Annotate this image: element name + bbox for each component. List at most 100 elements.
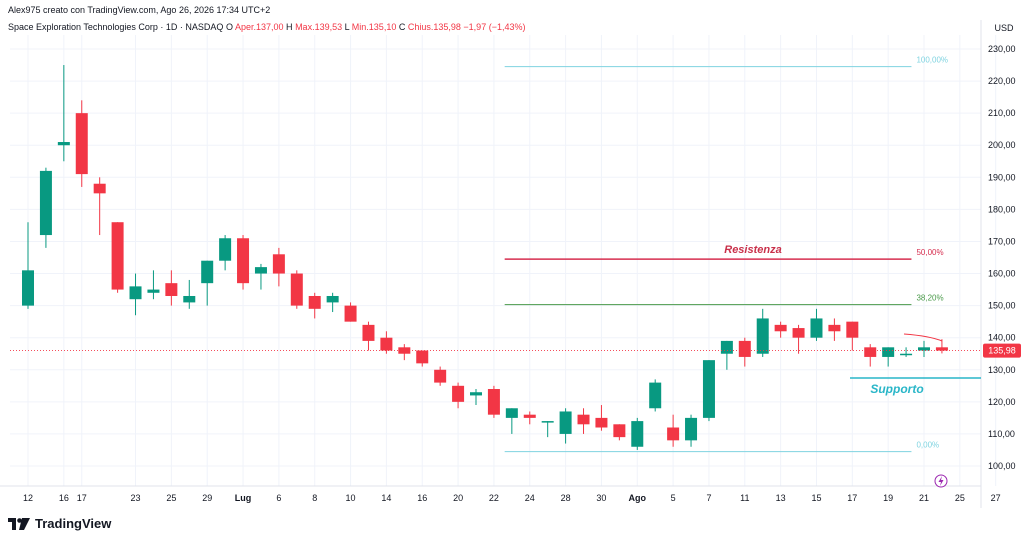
candle-body[interactable] bbox=[39, 170, 52, 236]
candle-body[interactable] bbox=[183, 295, 196, 303]
candle-body[interactable] bbox=[864, 347, 877, 357]
candle-body[interactable] bbox=[774, 324, 787, 332]
candle-body[interactable] bbox=[147, 289, 160, 293]
candle-body[interactable] bbox=[237, 238, 250, 284]
y-tick-label: 180,00 bbox=[988, 204, 1016, 214]
x-tick-label: 29 bbox=[202, 493, 212, 503]
x-tick-label: 16 bbox=[417, 493, 427, 503]
y-tick-label: 190,00 bbox=[988, 172, 1016, 182]
candle-body[interactable] bbox=[810, 318, 823, 338]
resistance-label: Resistenza bbox=[724, 244, 781, 256]
x-tick-label: 16 bbox=[59, 493, 69, 503]
x-tick-label: 11 bbox=[740, 493, 749, 503]
candle-body[interactable] bbox=[935, 347, 948, 351]
x-tick-label: 5 bbox=[671, 493, 676, 503]
trend-arc bbox=[903, 333, 943, 342]
low-value: Min.135,10 bbox=[351, 22, 397, 32]
candle-body[interactable] bbox=[613, 424, 626, 438]
y-tick-label: 100,00 bbox=[988, 461, 1016, 471]
candle-body[interactable] bbox=[918, 347, 930, 351]
y-tick-label: 120,00 bbox=[988, 397, 1016, 407]
candle-body[interactable] bbox=[272, 254, 285, 274]
fib-level-label: 50,00% bbox=[916, 248, 943, 257]
candle-body[interactable] bbox=[380, 337, 393, 351]
lightning-glyph bbox=[938, 476, 944, 486]
brand-name: TradingView bbox=[35, 516, 112, 531]
candle-body[interactable] bbox=[57, 142, 70, 146]
candle-body[interactable] bbox=[577, 414, 590, 425]
candle-body[interactable] bbox=[129, 286, 142, 300]
x-tick-label: 25 bbox=[955, 493, 965, 503]
candle-body[interactable] bbox=[667, 427, 680, 441]
last-price-label: 135,98 bbox=[988, 346, 1016, 356]
currency-label: USD bbox=[994, 23, 1014, 33]
y-tick-label: 200,00 bbox=[988, 140, 1016, 150]
x-tick-label: 20 bbox=[453, 493, 463, 503]
candle-body[interactable] bbox=[22, 270, 34, 306]
x-tick-label: 7 bbox=[706, 493, 711, 503]
low-label: L bbox=[344, 22, 350, 32]
close-value: Chius.135,98 bbox=[407, 22, 461, 32]
x-tick-label: 15 bbox=[811, 493, 821, 503]
candle-body[interactable] bbox=[631, 421, 644, 447]
candle-body[interactable] bbox=[487, 389, 500, 415]
y-tick-label: 230,00 bbox=[988, 44, 1016, 54]
x-tick-label: 14 bbox=[381, 493, 391, 503]
open-value: Aper.137,00 bbox=[234, 22, 284, 32]
x-tick-label: Lug bbox=[235, 493, 252, 503]
high-label: H bbox=[286, 22, 293, 32]
support-label: Supporto bbox=[870, 382, 923, 396]
candle-body[interactable] bbox=[470, 392, 482, 396]
candle-body[interactable] bbox=[254, 267, 267, 274]
candle-body[interactable] bbox=[559, 411, 572, 434]
y-tick-label: 110,00 bbox=[988, 429, 1015, 439]
candle-body[interactable] bbox=[308, 295, 321, 309]
candle-body[interactable] bbox=[111, 222, 124, 290]
y-tick-label: 150,00 bbox=[988, 301, 1016, 311]
candle-body[interactable] bbox=[828, 324, 841, 332]
candle-body[interactable] bbox=[219, 238, 232, 261]
candle-body[interactable] bbox=[792, 328, 805, 338]
symbol-name[interactable]: Space Exploration Technologies Corp · 1D… bbox=[8, 22, 224, 32]
candle-body[interactable] bbox=[398, 347, 411, 354]
candle-body[interactable] bbox=[523, 414, 536, 418]
candle-body[interactable] bbox=[505, 408, 518, 418]
candle-body[interactable] bbox=[685, 417, 698, 441]
x-tick-label: 24 bbox=[525, 493, 535, 503]
last-price-badge bbox=[983, 343, 1021, 358]
candle-body[interactable] bbox=[756, 318, 769, 354]
fib-level-label: 0,00% bbox=[916, 441, 939, 450]
candle-body[interactable] bbox=[595, 417, 608, 428]
candle-body[interactable] bbox=[541, 421, 554, 423]
candle-body[interactable] bbox=[882, 347, 895, 357]
candle-body[interactable] bbox=[201, 260, 214, 284]
candle-body[interactable] bbox=[702, 360, 715, 418]
candle-body[interactable] bbox=[434, 369, 447, 383]
x-tick-label: 10 bbox=[346, 493, 356, 503]
candle-body[interactable] bbox=[452, 385, 465, 402]
x-tick-label: 21 bbox=[919, 493, 929, 503]
fib-level-label: 100,00% bbox=[916, 56, 948, 65]
x-tick-label: 27 bbox=[991, 493, 1001, 503]
candle-body[interactable] bbox=[900, 353, 913, 356]
candle-body[interactable] bbox=[649, 382, 662, 409]
candle-body[interactable] bbox=[362, 324, 375, 341]
x-tick-label: 25 bbox=[166, 493, 176, 503]
candle-body[interactable] bbox=[720, 340, 733, 354]
candle-body[interactable] bbox=[93, 183, 106, 194]
symbol-ohlc-row: Space Exploration Technologies Corp · 1D… bbox=[8, 21, 525, 34]
candle-body[interactable] bbox=[165, 283, 178, 296]
tradingview-logo[interactable]: TradingView bbox=[8, 516, 111, 531]
close-label: C bbox=[398, 22, 406, 32]
candle-body[interactable] bbox=[75, 113, 88, 175]
candle-body[interactable] bbox=[416, 350, 429, 364]
y-tick-label: 130,00 bbox=[988, 365, 1016, 375]
candle-body[interactable] bbox=[738, 340, 751, 357]
candle-body[interactable] bbox=[326, 295, 339, 303]
candle-body[interactable] bbox=[290, 273, 303, 306]
x-tick-label: 28 bbox=[561, 493, 571, 503]
y-tick-label: 220,00 bbox=[988, 76, 1016, 86]
candle-body[interactable] bbox=[344, 305, 357, 322]
candle-body[interactable] bbox=[846, 321, 859, 338]
